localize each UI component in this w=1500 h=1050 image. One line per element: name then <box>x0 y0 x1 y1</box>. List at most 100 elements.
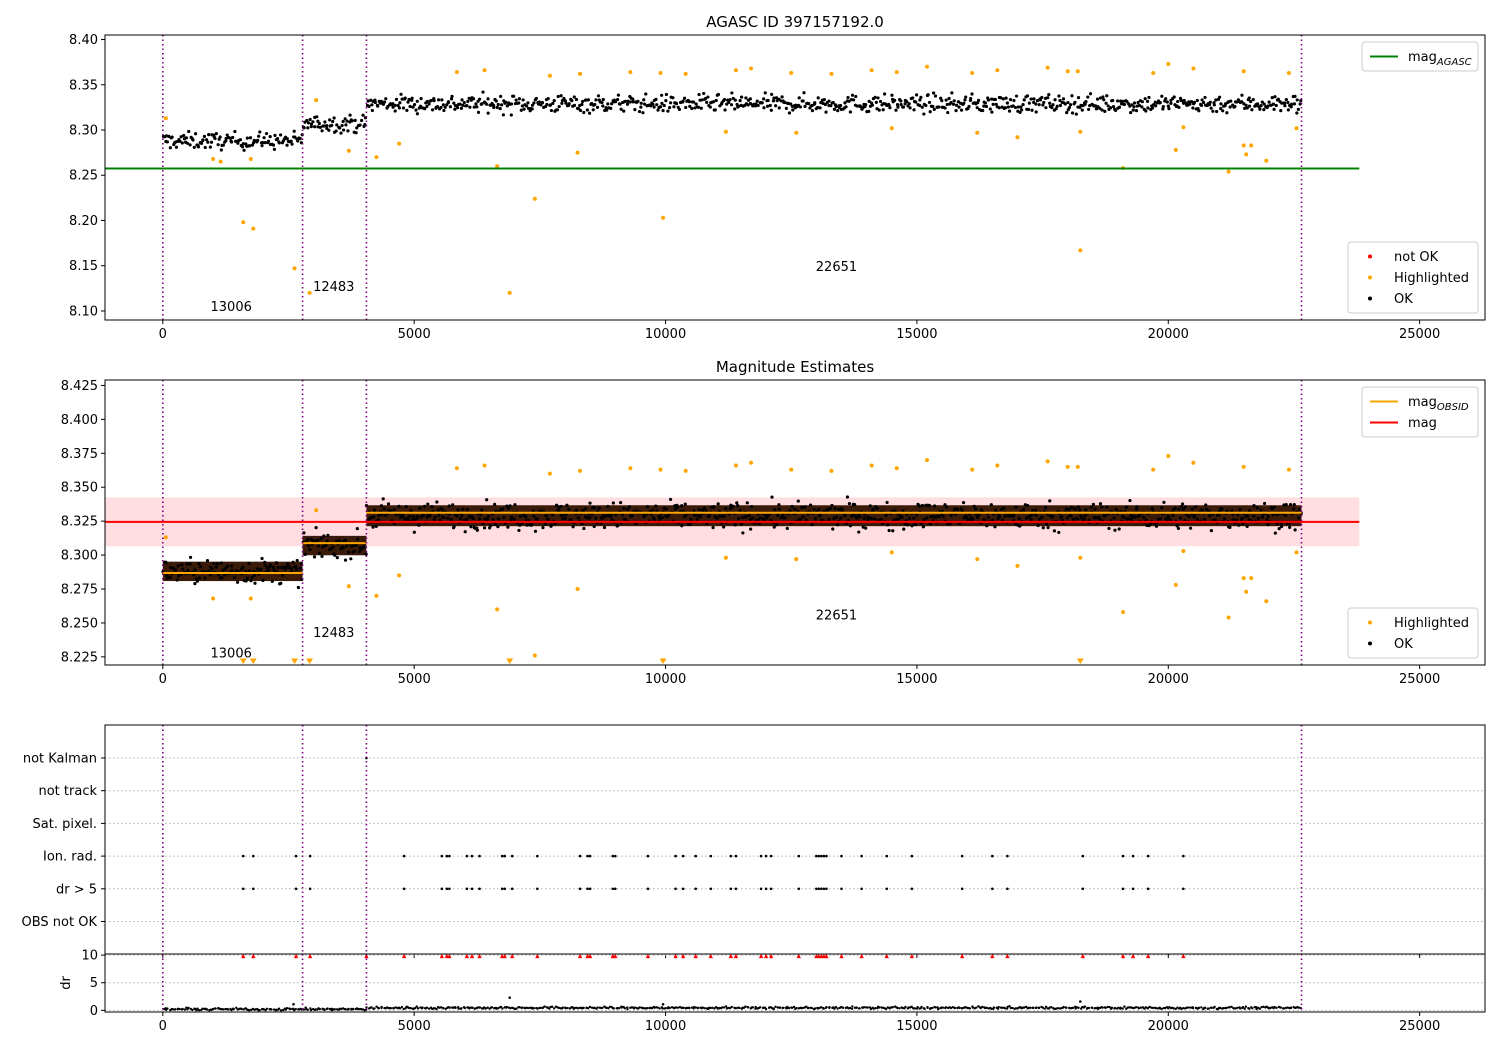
dr-point <box>866 1006 869 1009</box>
ok-point <box>596 94 601 98</box>
ok-point <box>1071 517 1075 521</box>
dr-point <box>413 1006 417 1010</box>
highlighted-point <box>869 68 874 73</box>
dr-point <box>774 1005 777 1008</box>
dr-point <box>333 1008 337 1011</box>
ok-point <box>1116 99 1120 103</box>
dr-point <box>1248 1007 1251 1010</box>
ok-point <box>439 506 443 511</box>
highlighted-point <box>532 196 537 201</box>
ok-point <box>716 92 721 97</box>
ok-point <box>956 508 960 512</box>
ok-point <box>1181 507 1186 511</box>
flag-point <box>860 854 863 858</box>
ok-point <box>829 104 833 108</box>
ok-point <box>831 527 835 531</box>
ok-point <box>796 499 800 503</box>
ok-point <box>492 105 496 110</box>
ok-point <box>261 140 265 145</box>
ok-point <box>1018 110 1022 114</box>
flag-point <box>470 854 474 858</box>
ok-point <box>463 530 467 534</box>
ok-point <box>263 560 267 564</box>
ok-point <box>1122 515 1126 520</box>
ok-point <box>847 502 852 506</box>
ok-point <box>1211 109 1215 113</box>
ok-point <box>715 516 719 520</box>
ok-point <box>1067 508 1071 512</box>
legend-label-text: mag <box>1408 416 1437 431</box>
ok-point <box>894 108 898 112</box>
dr-point <box>787 1006 791 1010</box>
dr-point <box>1009 1006 1013 1010</box>
ok-point <box>191 138 195 142</box>
ok-point <box>705 100 709 105</box>
ok-point <box>530 103 535 107</box>
ok-point <box>504 100 508 104</box>
ok-point <box>593 102 597 107</box>
ok-point <box>1136 100 1140 105</box>
dr-point <box>309 1008 313 1012</box>
flag-point <box>536 854 539 858</box>
dr-point <box>673 1006 676 1009</box>
highlighted-point <box>894 466 899 471</box>
dr-point <box>764 1007 768 1011</box>
dr-point <box>977 1005 980 1008</box>
ok-point <box>803 505 807 509</box>
y-tick-label: 8.25 <box>69 169 98 184</box>
highlighted-point <box>749 460 754 465</box>
ok-point <box>471 97 476 101</box>
ok-point <box>250 575 254 579</box>
ok-point <box>306 537 310 542</box>
ok-point <box>264 131 269 136</box>
ok-point <box>1262 501 1267 506</box>
ok-point <box>245 576 249 580</box>
ok-point <box>291 560 295 564</box>
ok-point <box>813 516 818 521</box>
ok-point <box>436 98 441 102</box>
ok-point <box>1003 514 1007 518</box>
ok-point <box>582 110 586 115</box>
ok-point <box>733 98 737 102</box>
ok-point <box>193 568 197 572</box>
y-tick-label: 8.250 <box>61 616 98 631</box>
highlighted-point <box>1294 550 1299 555</box>
dr-point <box>709 1006 712 1010</box>
ok-point <box>555 108 560 112</box>
ok-point <box>1093 104 1098 108</box>
ok-point <box>983 101 988 105</box>
flag-point <box>510 854 514 858</box>
ok-point <box>309 122 314 126</box>
dr-point <box>442 1007 445 1010</box>
ok-point <box>636 99 640 103</box>
ok-point <box>680 524 684 528</box>
ok-point <box>341 546 345 550</box>
dr-point <box>930 1006 934 1010</box>
dr-outlier-point <box>661 1002 665 1006</box>
dr-point <box>518 1006 521 1009</box>
ok-point <box>486 97 490 101</box>
ok-point <box>1221 109 1225 113</box>
dr-capped-marker <box>733 953 739 959</box>
ok-point <box>308 117 312 122</box>
ok-point <box>1012 513 1016 517</box>
ok-point <box>397 504 401 508</box>
dr-point <box>427 1007 431 1010</box>
highlighted-point <box>683 71 688 76</box>
ok-point <box>1089 505 1093 509</box>
ok-point <box>530 522 534 526</box>
dr-point <box>944 1006 948 1009</box>
ok-point <box>606 504 610 509</box>
dr-point <box>968 1007 971 1010</box>
highlighted-point <box>794 130 799 135</box>
highlighted-point <box>1045 459 1050 464</box>
dr-point <box>197 1008 201 1012</box>
flag-point <box>611 854 615 858</box>
ok-point <box>1034 102 1038 106</box>
ok-point <box>1132 105 1136 109</box>
ok-point <box>397 106 401 110</box>
ok-point <box>559 504 563 509</box>
ok-point <box>813 101 817 105</box>
flag-point <box>470 887 474 891</box>
